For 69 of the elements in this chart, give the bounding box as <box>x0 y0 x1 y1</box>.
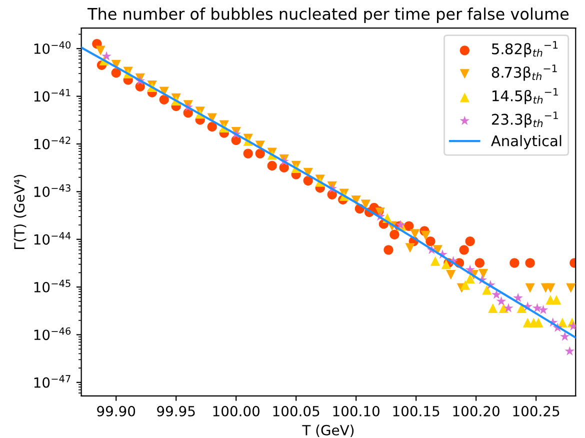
point <box>560 332 570 341</box>
legend-label: Analytical <box>491 135 562 150</box>
point <box>566 283 576 293</box>
point <box>410 229 420 239</box>
point <box>488 303 498 314</box>
point <box>532 303 542 312</box>
point <box>474 258 484 268</box>
point <box>243 148 253 158</box>
point <box>420 230 430 240</box>
point <box>478 268 488 279</box>
point <box>255 148 265 158</box>
y-tick-label: 10$^{−46}$ <box>34 327 71 340</box>
point <box>207 122 217 132</box>
point <box>384 245 394 255</box>
point <box>510 258 520 268</box>
point <box>513 292 523 302</box>
point <box>504 303 514 312</box>
point <box>496 296 506 306</box>
point <box>525 283 535 293</box>
y-tick-label: 10$^{−41}$ <box>34 89 70 102</box>
legend-label: 8.73β$_{th}$$^{−1}$ <box>492 64 557 81</box>
point <box>446 270 456 280</box>
point <box>405 243 415 253</box>
point <box>534 318 544 328</box>
point <box>538 304 548 314</box>
point <box>492 290 502 299</box>
point <box>465 236 475 246</box>
x-tick-label: 99.90 <box>97 406 136 416</box>
point <box>525 258 535 268</box>
y-axis-title: Γ(T) (GeV⁴) <box>14 174 26 249</box>
legend-label: 5.82β$_{th}$$^{−1}$ <box>492 41 558 58</box>
y-tick-label: 10$^{−40}$ <box>34 41 71 54</box>
x-tick-label: 100.05 <box>273 406 320 416</box>
x-tick-label: 100.15 <box>393 406 440 416</box>
point <box>390 230 400 240</box>
x-axis-title: T (GeV) <box>302 424 354 438</box>
point <box>102 51 112 60</box>
point <box>552 294 562 305</box>
y-tick-label: 10$^{−45}$ <box>34 280 70 292</box>
point <box>465 274 475 284</box>
point <box>426 236 436 246</box>
legend-label: 23.3β$_{th}$$^{−1}$ <box>492 112 558 128</box>
point <box>96 46 106 56</box>
point <box>459 245 469 255</box>
chart-title: The number of bubbles nucleated per time per false volume <box>87 8 569 24</box>
y-tick-label: 10$^{−44}$ <box>34 232 71 245</box>
point <box>360 200 370 210</box>
point <box>460 280 470 290</box>
x-tick-label: 100.25 <box>513 406 560 416</box>
x-tick-label: 100.20 <box>453 406 500 416</box>
x-tick-label: 99.95 <box>157 406 195 416</box>
point <box>441 259 451 270</box>
point <box>430 256 440 266</box>
point <box>482 285 492 295</box>
x-tick-label: 100.10 <box>333 406 380 416</box>
point <box>465 264 475 274</box>
point <box>159 94 169 104</box>
x-tick-label: 100.00 <box>213 406 260 416</box>
legend-label: 14.5β$_{th}$$^{−1}$ <box>492 88 558 104</box>
y-tick-label: 10$^{−47}$ <box>34 375 70 388</box>
point <box>267 160 277 171</box>
y-tick-label: 10$^{−42}$ <box>34 136 70 150</box>
point <box>404 221 414 231</box>
point <box>111 68 121 78</box>
point <box>546 283 556 293</box>
point <box>303 176 313 186</box>
point <box>516 303 526 314</box>
y-tick-label: 10$^{−43}$ <box>34 184 70 198</box>
point <box>564 346 575 356</box>
